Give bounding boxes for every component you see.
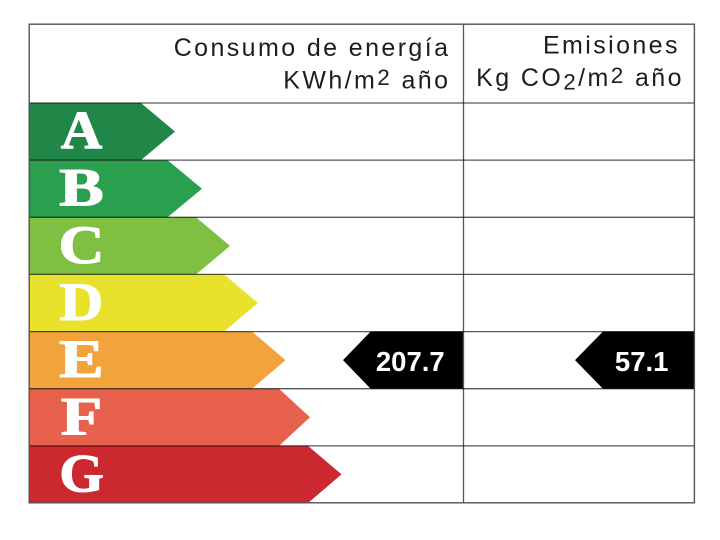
svg-text:C: C [58, 214, 104, 274]
svg-text:F: F [61, 387, 103, 447]
svg-text:D: D [60, 273, 104, 332]
svg-text:G: G [59, 444, 104, 504]
svg-text:A: A [61, 101, 102, 161]
svg-text:Kg CO2/m2 año: Kg CO2/m2 año [476, 63, 684, 95]
svg-text:207.7: 207.7 [376, 346, 445, 377]
svg-text:B: B [59, 159, 104, 218]
svg-text:KWh/m2 año: KWh/m2 año [283, 65, 450, 94]
svg-text:E: E [59, 330, 104, 389]
svg-text:57.1: 57.1 [615, 346, 669, 377]
svg-text:Emisiones: Emisiones [543, 31, 680, 59]
svg-text:Consumo de energía: Consumo de energía [174, 34, 451, 62]
